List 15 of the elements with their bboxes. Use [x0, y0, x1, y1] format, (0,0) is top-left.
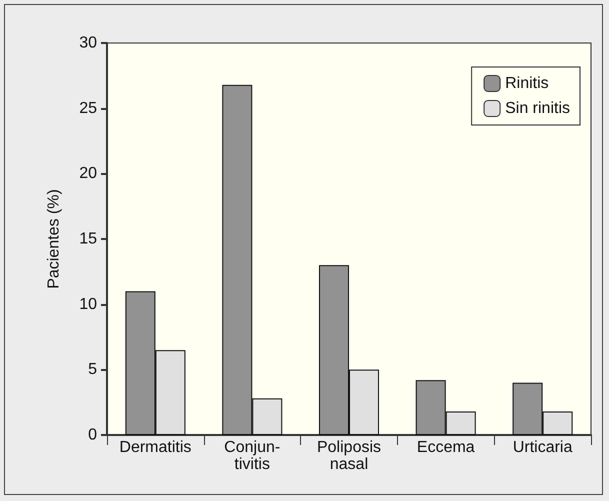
x-tick-label: Urticaria	[512, 439, 572, 456]
y-tick-label: 10	[79, 296, 98, 313]
y-tick-label: 20	[79, 165, 98, 182]
x-tick-label: Conjun- tivitis	[224, 439, 280, 473]
y-tick-label: 25	[79, 100, 98, 117]
y-tick-label: 30	[79, 34, 98, 52]
x-tick-label: Dermatitis	[119, 439, 192, 456]
x-tick-label: Eccema	[416, 439, 475, 456]
y-tick-label: 5	[88, 361, 98, 378]
x-tick-label: Poliposis nasal	[316, 439, 382, 473]
y-axis-title: Pacientes (%)	[46, 189, 62, 289]
y-tick-label: 15	[79, 230, 98, 248]
legend-label: Sin rinitis	[505, 100, 570, 117]
y-tick-label: 0	[88, 426, 98, 444]
legend-label: Rinitis	[505, 75, 549, 92]
